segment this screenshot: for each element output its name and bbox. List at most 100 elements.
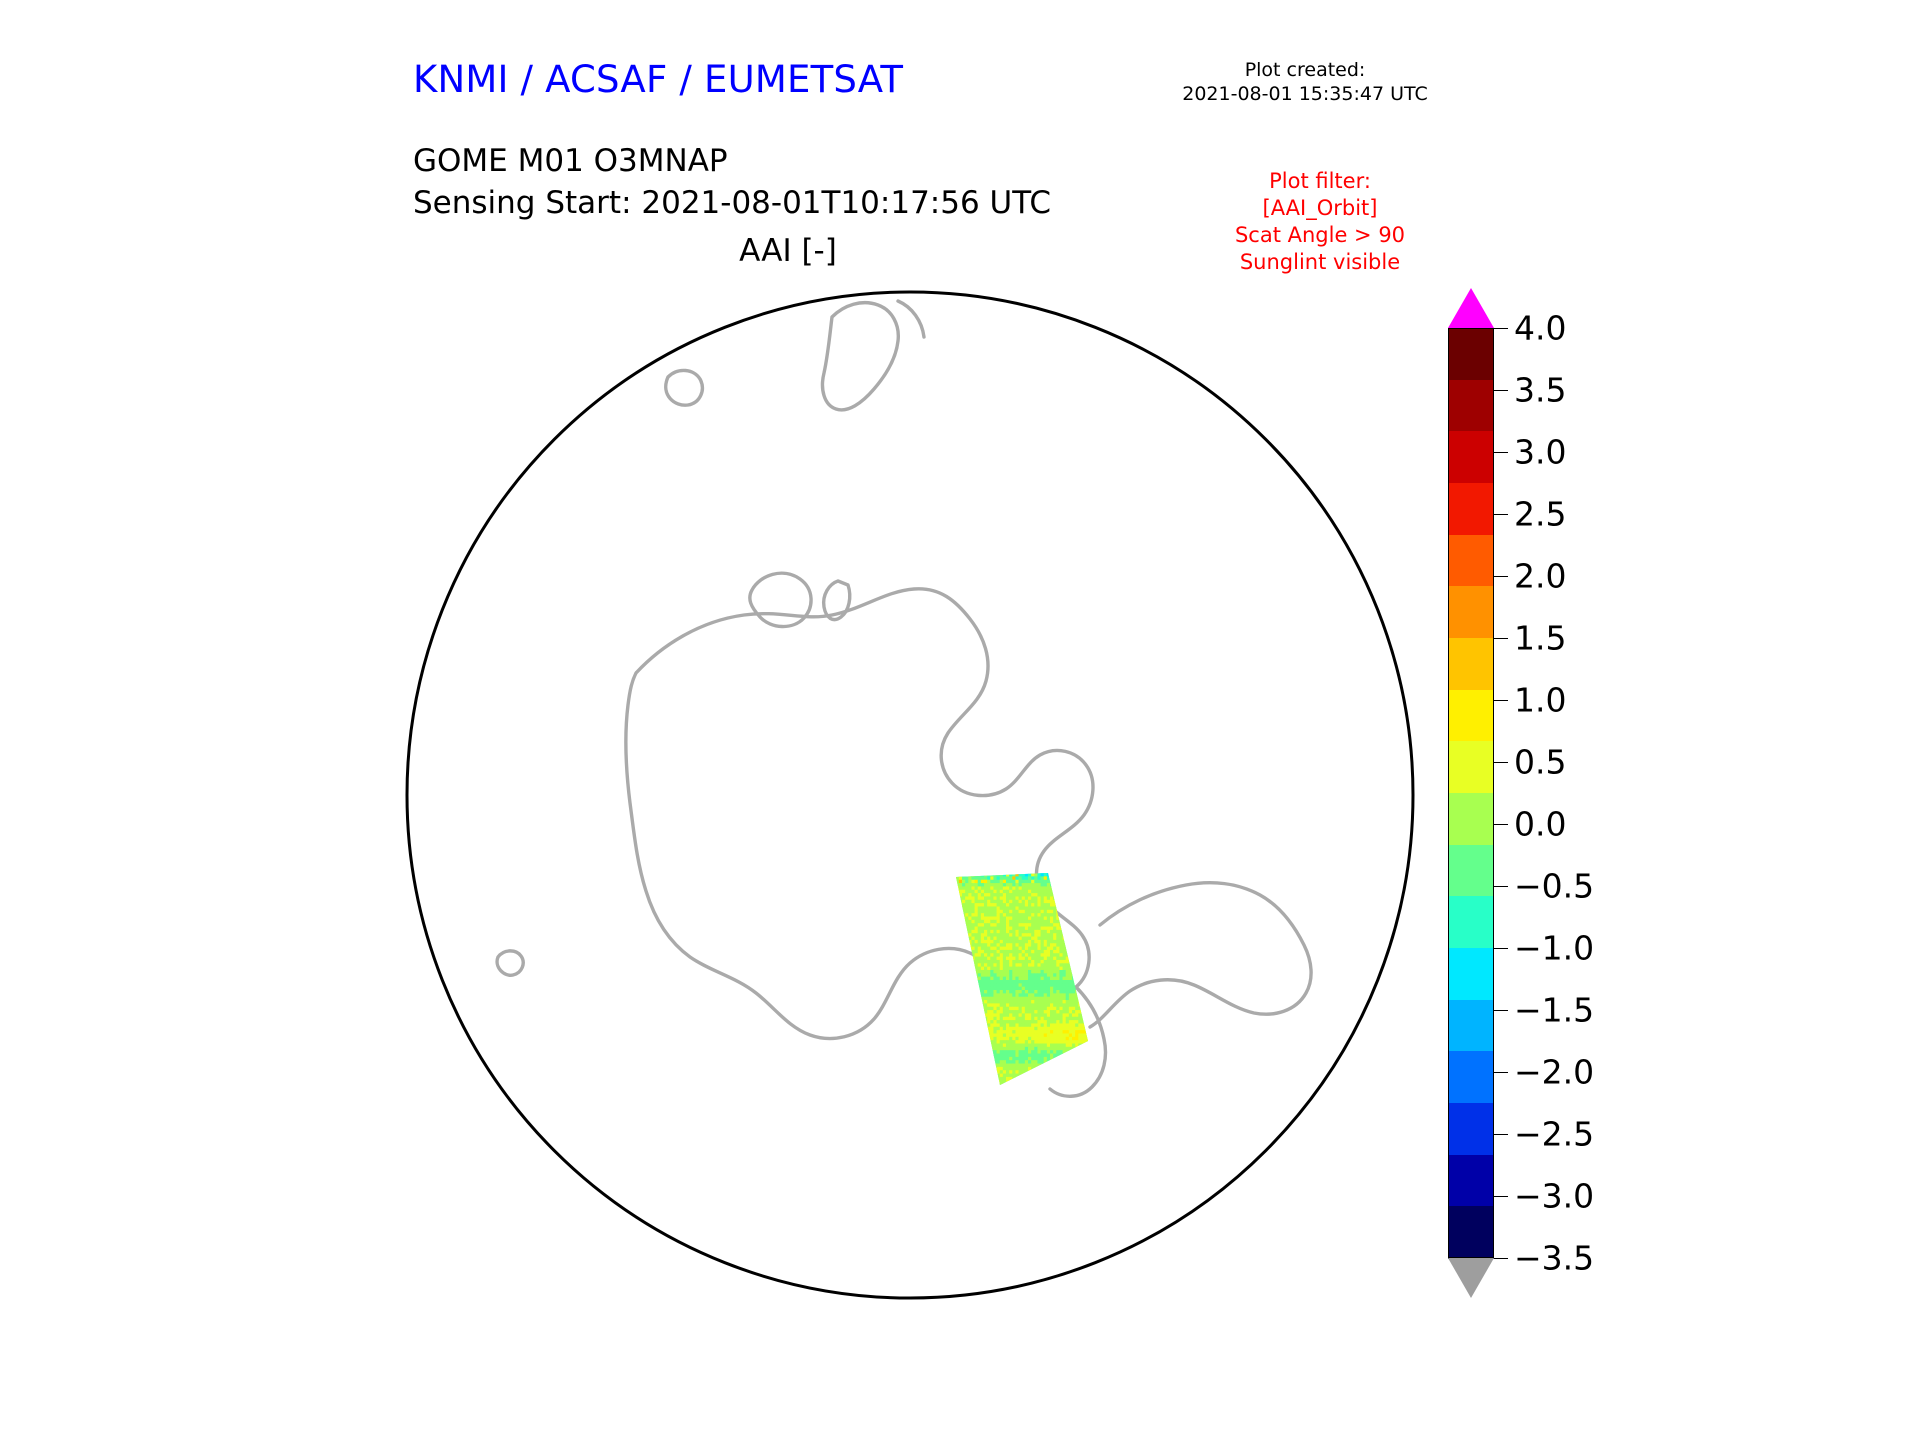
- swath-pixel: [980, 976, 985, 981]
- swath-pixel: [990, 929, 994, 934]
- colorbar-segment: [1448, 534, 1494, 587]
- swath-pixel: [990, 889, 994, 894]
- swath-pixel: [1021, 936, 1026, 941]
- swath-pixel: [1018, 929, 1023, 934]
- swath-pixel: [993, 1050, 998, 1055]
- swath-pixel: [987, 990, 991, 994]
- swath-pixel: [1059, 929, 1064, 934]
- swath-pixel: [990, 923, 994, 928]
- swath-pixel: [1040, 1053, 1045, 1058]
- swath-pixel: [1037, 1033, 1042, 1038]
- swath-pixel: [990, 943, 994, 948]
- swath-pixel: [1006, 1043, 1010, 1048]
- swath-pixel: [1002, 1016, 1007, 1021]
- swath-pixel: [1028, 1060, 1032, 1065]
- swath-pixel: [1043, 879, 1048, 884]
- swath-pixel: [1002, 1013, 1007, 1018]
- swath-pixel: [1068, 1043, 1073, 1048]
- swath-pixel: [990, 886, 994, 891]
- swath-pixel: [1009, 909, 1013, 914]
- swath-pixel: [1053, 980, 1057, 984]
- swath-pixel: [1012, 1033, 1016, 1038]
- swath-pixel: [1062, 1043, 1067, 1048]
- colorbar-segment: [1448, 844, 1494, 897]
- swath-pixel: [1040, 1033, 1045, 1038]
- swath-pixel: [1006, 993, 1010, 998]
- swath-pixel: [1034, 973, 1038, 978]
- swath-pixel: [996, 906, 1001, 911]
- swath-pixel: [996, 939, 1001, 944]
- swath-pixel: [974, 889, 979, 894]
- swath-pixel: [993, 923, 998, 928]
- swath-pixel: [1018, 936, 1023, 941]
- swath-pixel: [974, 899, 979, 904]
- swath-pixel: [999, 1033, 1004, 1038]
- filter-line-2: [AAI_Orbit]: [1262, 196, 1378, 220]
- swath-pixel: [1037, 1056, 1042, 1061]
- swath-pixel: [996, 879, 1001, 884]
- swath-pixel: [1028, 969, 1032, 974]
- swath-pixel: [1018, 1043, 1023, 1048]
- swath-pixel: [1031, 986, 1035, 991]
- swath-pixel: [1046, 959, 1051, 964]
- swath-pixel: [1021, 1023, 1026, 1028]
- swath-pixel: [1056, 980, 1060, 984]
- swath-pixel: [1043, 906, 1048, 911]
- swath-pixel: [971, 926, 976, 931]
- swath-pixel: [1043, 973, 1048, 978]
- swath-pixel: [999, 1020, 1004, 1024]
- swath-pixel: [1072, 1020, 1076, 1024]
- swath-pixel: [1046, 949, 1051, 954]
- swath-pixel: [1031, 919, 1035, 924]
- swath-pixel: [1046, 963, 1051, 968]
- swath-pixel: [1021, 996, 1026, 1001]
- swath-pixel: [965, 909, 969, 914]
- swath-pixel: [1037, 1026, 1042, 1031]
- swath-pixel: [1062, 946, 1067, 951]
- swath-pixel: [1075, 1016, 1079, 1021]
- swath-pixel: [1068, 966, 1073, 971]
- swath-pixel: [1040, 1016, 1045, 1021]
- swath-pixel: [1046, 1053, 1051, 1058]
- swath-pixel: [993, 926, 998, 931]
- swath-pixel: [1062, 1023, 1067, 1028]
- swath-pixel: [1018, 1003, 1023, 1008]
- swath-pixel: [1059, 1030, 1064, 1035]
- swath-pixel: [1084, 1033, 1088, 1038]
- swath-pixel: [1068, 983, 1073, 988]
- swath-pixel: [987, 916, 991, 921]
- swath-pixel: [1046, 883, 1051, 887]
- swath-pixel: [1006, 959, 1010, 964]
- swath-pixel: [1028, 1006, 1032, 1011]
- swath-pixel: [1002, 1066, 1007, 1071]
- swath-pixel: [977, 976, 982, 981]
- swath-pixel: [1018, 1063, 1023, 1068]
- swath-pixel: [1012, 993, 1016, 998]
- swath-pixel: [1006, 1013, 1010, 1018]
- swath-pixel: [1012, 1056, 1016, 1061]
- swath-pixel: [1024, 993, 1029, 998]
- swath-pixel: [1031, 946, 1035, 951]
- swath-pixel: [1024, 1020, 1029, 1024]
- swath-pixel: [1053, 1030, 1057, 1035]
- swath-pixel: [1072, 1026, 1076, 1031]
- swath-pixel: [1018, 1026, 1023, 1031]
- swath-pixel: [993, 876, 998, 881]
- swath-pixel: [1081, 1020, 1086, 1024]
- swath-pixel: [999, 906, 1004, 911]
- swath-pixel: [1015, 1043, 1020, 1048]
- swath-pixel: [1031, 959, 1035, 964]
- swath-pixel: [1065, 966, 1070, 971]
- swath-pixel: [1015, 889, 1020, 894]
- swath-pixel: [996, 986, 1001, 991]
- swath-pixel: [1006, 939, 1010, 944]
- swath-pixel: [1050, 963, 1054, 968]
- swath-pixel: [999, 949, 1004, 954]
- swath-pixel: [1043, 1023, 1048, 1028]
- swath-pixel: [999, 933, 1004, 938]
- swath-pixel: [1065, 969, 1070, 974]
- swath-pixel: [971, 936, 976, 941]
- swath-pixel: [1037, 939, 1042, 944]
- swath-pixel: [1046, 976, 1051, 981]
- colorbar-tick: [1494, 638, 1508, 639]
